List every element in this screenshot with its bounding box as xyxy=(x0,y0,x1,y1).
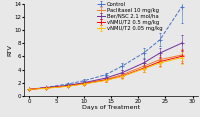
Legend: Control, Paclitaxel 10 mg/kg, Ber/NSC 2.1 mol/ha, vNMU/T2 0.5 mg/kg, vNMU/T2 0.0: Control, Paclitaxel 10 mg/kg, Ber/NSC 2.… xyxy=(97,2,162,31)
Y-axis label: RTV: RTV xyxy=(8,44,13,56)
X-axis label: Days of Treatment: Days of Treatment xyxy=(82,105,140,110)
